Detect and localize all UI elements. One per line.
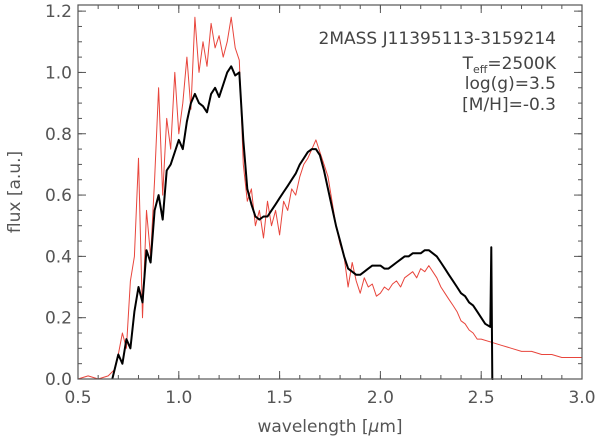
y-tick-label: 0.6 bbox=[45, 186, 72, 206]
y-tick-label: 0.4 bbox=[45, 247, 72, 267]
x-tick-label: 1.0 bbox=[165, 388, 192, 408]
teff-prefix: T bbox=[462, 54, 474, 74]
axis-ticks: 0.5 1.0 1.5 2.0 2.5 3.0 0.0 0.2 0.4 0.6 0.8 1.0 1.2 bbox=[45, 2, 596, 408]
y-tick-label: 0.2 bbox=[45, 309, 72, 329]
y-tick-label: 0.0 bbox=[45, 370, 72, 390]
teff-value: =2500K bbox=[487, 54, 557, 74]
x-tick-label: 3.0 bbox=[568, 388, 595, 408]
annotation-block: 2MASS J11395113-3159214 Teff=2500K log(g… bbox=[319, 29, 557, 115]
x-tick-label: 1.5 bbox=[266, 388, 293, 408]
series-line-0 bbox=[111, 65, 494, 380]
x-axis-title: wavelength [μm] bbox=[257, 417, 402, 437]
plot-frame bbox=[77, 4, 583, 380]
x-tick-label: 2.5 bbox=[468, 388, 495, 408]
teff-subscript: eff bbox=[473, 63, 488, 76]
x-tick-label: 0.5 bbox=[64, 388, 91, 408]
x-tick-label: 2.0 bbox=[367, 388, 394, 408]
y-tick-label: 1.2 bbox=[45, 2, 72, 22]
object-name-label: 2MASS J11395113-3159214 bbox=[319, 29, 557, 49]
y-tick-label: 0.8 bbox=[45, 125, 72, 145]
x-axis-title-unit: m] bbox=[379, 417, 402, 437]
y-tick-label: 1.0 bbox=[45, 63, 72, 83]
x-axis-title-mu: μ bbox=[368, 417, 380, 437]
metallicity-label: [M/H]=-0.3 bbox=[462, 95, 556, 115]
logg-label: log(g)=3.5 bbox=[465, 74, 556, 94]
series-layer bbox=[77, 16, 582, 380]
x-axis-title-text: wavelength [ bbox=[257, 417, 368, 437]
series-line-1 bbox=[77, 16, 582, 380]
y-axis-title: flux [a.u.] bbox=[5, 151, 25, 233]
teff-label: Teff=2500K bbox=[462, 54, 557, 76]
